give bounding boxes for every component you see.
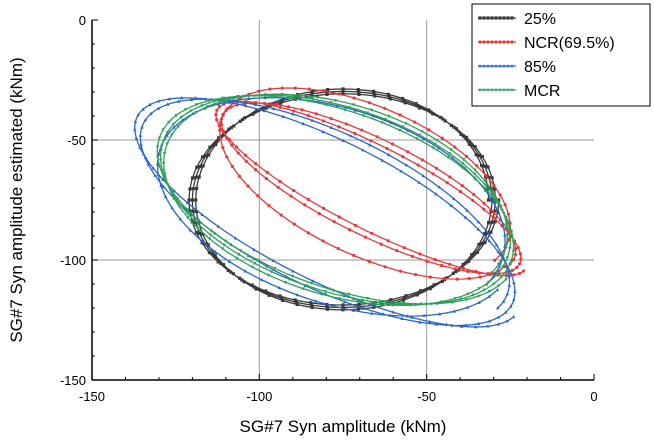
series-3 <box>155 92 516 308</box>
x-tick-label: -150 <box>79 389 105 404</box>
legend-item: NCR(69.5%) <box>478 35 615 52</box>
legend-label: 25% <box>524 11 556 28</box>
tick-labels: -150 -100 -50 0 0 -50 -100 -150 <box>60 13 598 404</box>
legend-label: NCR(69.5%) <box>524 35 615 52</box>
legend-box <box>471 3 651 107</box>
x-tick-label: 0 <box>590 389 597 404</box>
x-axis-title: SG#7 Syn amplitude (kNm) <box>240 417 447 436</box>
y-tick-label: -100 <box>60 253 86 268</box>
y-tick-label: -150 <box>60 373 86 388</box>
x-tick-label: -100 <box>246 389 272 404</box>
legend-item: 85% <box>478 59 556 76</box>
legend: 25% NCR(69.5%) 85% MCR <box>471 3 651 107</box>
legend-marker <box>478 40 514 44</box>
legend-label: 85% <box>524 59 556 76</box>
legend-marker <box>478 16 514 20</box>
legend-item: MCR <box>478 83 560 100</box>
series-0 <box>187 87 501 312</box>
y-axis-title: SG#7 Syn amplitude estimated (kNm) <box>7 57 26 342</box>
y-tick-label: -50 <box>67 133 86 148</box>
legend-item: 25% <box>478 11 556 28</box>
legend-label: MCR <box>524 83 560 100</box>
y-tick-label: 0 <box>79 13 86 28</box>
legend-marker <box>478 64 514 68</box>
series-layer <box>133 86 526 329</box>
axes <box>91 19 595 381</box>
legend-marker <box>478 88 514 92</box>
x-tick-label: -50 <box>417 389 436 404</box>
